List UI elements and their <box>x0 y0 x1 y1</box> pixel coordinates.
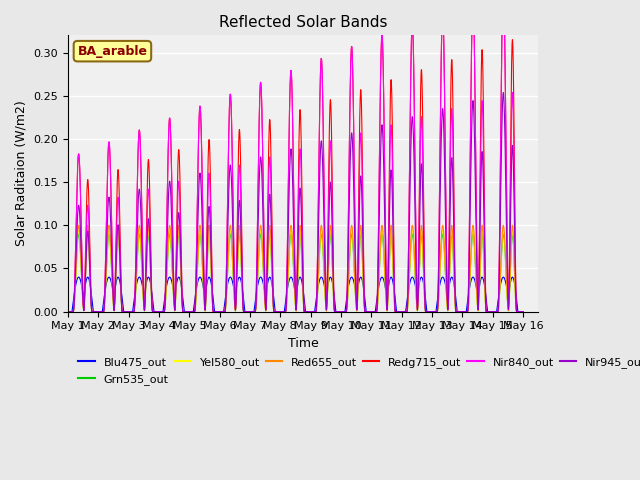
Blu475_out <box>75 274 83 280</box>
Nir840_out <box>64 309 72 314</box>
Line: Nir840_out: Nir840_out <box>68 0 523 312</box>
Red655_out <box>236 223 243 228</box>
Y-axis label: Solar Raditaion (W/m2): Solar Raditaion (W/m2) <box>15 101 28 246</box>
Blu475_out <box>268 281 276 287</box>
Nir840_out <box>175 180 182 185</box>
Legend: Blu475_out, Grn535_out, Yel580_out, Red655_out, Redg715_out, Nir840_out, Nir945_: Blu475_out, Grn535_out, Yel580_out, Red6… <box>74 353 640 389</box>
Red655_out <box>519 309 527 314</box>
Blu475_out <box>170 289 177 295</box>
Red655_out <box>170 297 177 302</box>
Line: Nir945_out: Nir945_out <box>68 93 523 312</box>
Nir945_out <box>516 309 524 314</box>
Blu475_out <box>64 309 72 314</box>
Nir945_out <box>519 309 527 314</box>
Nir840_out <box>516 309 524 314</box>
Line: Red655_out: Red655_out <box>68 225 523 312</box>
Line: Blu475_out: Blu475_out <box>68 277 523 312</box>
Red655_out <box>75 222 83 228</box>
Title: Reflected Solar Bands: Reflected Solar Bands <box>219 15 387 30</box>
Blu475_out <box>516 309 524 314</box>
Nir840_out <box>170 278 177 284</box>
Text: BA_arable: BA_arable <box>77 45 147 58</box>
Red655_out <box>64 309 72 314</box>
Grn535_out <box>75 231 83 237</box>
Yel580_out <box>75 227 83 232</box>
Nir945_out <box>64 309 72 314</box>
Redg715_out <box>175 148 182 154</box>
Grn535_out <box>172 282 180 288</box>
Nir945_out <box>170 288 177 294</box>
Grn535_out <box>64 309 72 314</box>
Yel580_out <box>516 309 524 314</box>
Nir840_out <box>172 268 180 274</box>
Nir840_out <box>236 162 243 168</box>
Yel580_out <box>64 309 72 314</box>
Grn535_out <box>268 273 276 279</box>
Redg715_out <box>516 309 524 314</box>
Yel580_out <box>170 297 177 303</box>
Red655_out <box>268 269 276 275</box>
Nir840_out <box>268 233 276 239</box>
Nir945_out <box>268 252 276 257</box>
Nir945_out <box>175 211 182 216</box>
Nir945_out <box>499 90 507 96</box>
Blu475_out <box>172 283 180 289</box>
Red655_out <box>516 309 524 314</box>
Nir840_out <box>519 309 527 314</box>
Yel580_out <box>172 281 180 287</box>
Nir945_out <box>172 277 180 283</box>
Blu475_out <box>175 274 182 280</box>
Grn535_out <box>170 298 177 303</box>
Blu475_out <box>519 309 527 314</box>
Grn535_out <box>236 231 243 237</box>
Grn535_out <box>519 309 527 314</box>
Red655_out <box>175 223 182 228</box>
Yel580_out <box>519 309 527 314</box>
Line: Redg715_out: Redg715_out <box>68 0 523 312</box>
Blu475_out <box>236 274 243 280</box>
Nir945_out <box>236 198 243 204</box>
X-axis label: Time: Time <box>288 337 319 350</box>
Redg715_out <box>519 309 527 314</box>
Redg715_out <box>64 309 72 314</box>
Red655_out <box>172 279 180 285</box>
Redg715_out <box>172 258 180 264</box>
Grn535_out <box>516 309 524 314</box>
Redg715_out <box>236 127 243 133</box>
Line: Yel580_out: Yel580_out <box>68 229 523 312</box>
Yel580_out <box>236 227 243 233</box>
Yel580_out <box>175 227 182 233</box>
Redg715_out <box>170 278 177 284</box>
Redg715_out <box>268 215 276 221</box>
Line: Grn535_out: Grn535_out <box>68 234 523 312</box>
Grn535_out <box>175 231 182 237</box>
Yel580_out <box>268 271 276 277</box>
